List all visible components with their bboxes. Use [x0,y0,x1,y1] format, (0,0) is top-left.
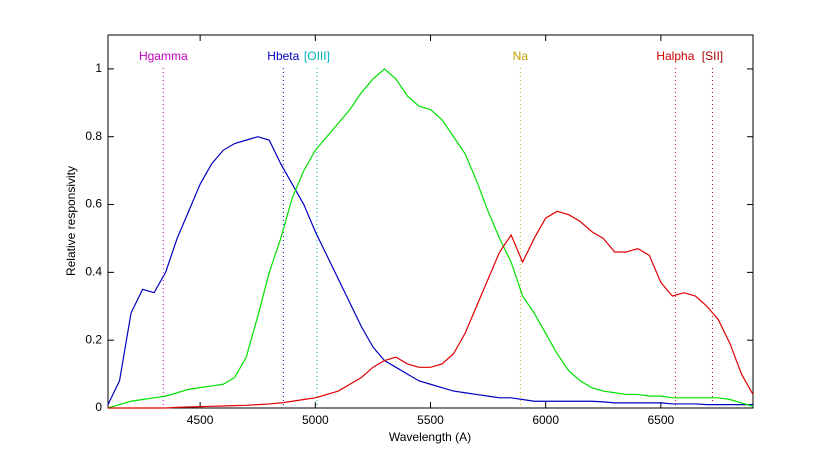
reference-label: Hgamma [139,49,188,63]
series-line [107,68,754,409]
series-line [107,136,753,406]
x-tick-label: 4500 [187,413,214,427]
x-tick-label: 5500 [417,413,444,427]
plot-frame [107,34,754,409]
y-tick-label: 0 [95,400,102,414]
y-axis-label: Relative responsivity [64,166,78,276]
x-tick-label: 5000 [302,413,329,427]
y-tick-label: 0.4 [85,265,102,279]
series-line [108,210,754,409]
y-tick-label: 1 [95,61,102,75]
reference-label: Halpha [656,49,694,63]
reference-label: [OIII] [304,49,330,63]
y-tick-label: 0.2 [85,332,102,346]
x-axis-label: Wavelength (A) [389,430,471,444]
x-tick-label: 6000 [532,413,559,427]
y-tick-label: 0.8 [85,129,102,143]
reference-label: Na [513,49,529,63]
reference-label: Hbeta [267,49,299,63]
x-tick-label: 6500 [648,413,675,427]
reference-label: [SII] [702,49,723,63]
y-tick-label: 0.6 [85,197,102,211]
